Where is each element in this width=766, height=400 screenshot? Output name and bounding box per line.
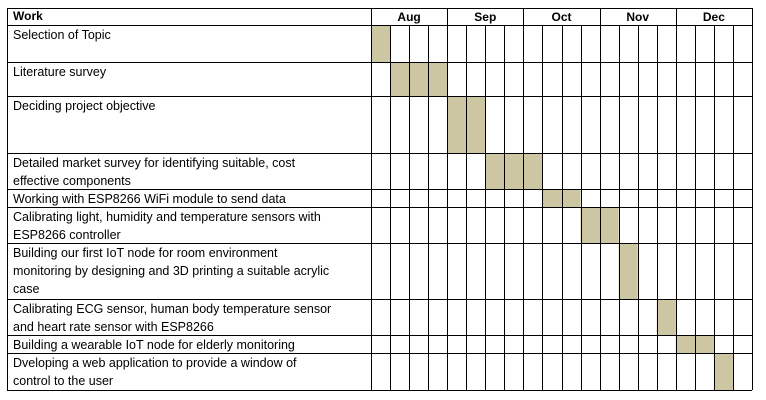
task-bar-9 <box>675 335 714 353</box>
task-bar-7 <box>618 243 638 299</box>
task-bar-1 <box>371 25 391 62</box>
task-label-10-line-2: control to the user <box>13 374 113 388</box>
task-bar-6 <box>580 207 619 243</box>
task-label-4-line-1: Detailed market survey for identifying s… <box>13 156 296 170</box>
task-label-7-line-3: case <box>13 282 39 296</box>
grid-layer <box>7 8 753 391</box>
month-header-dec: Dec <box>703 10 725 24</box>
task-label-8-line-1: Calibrating ECG sensor, human body tempe… <box>13 302 331 316</box>
month-header-aug: Aug <box>397 10 420 24</box>
task-label-5-line-1: Working with ESP8266 WiFi module to send… <box>13 192 286 206</box>
bars-layer <box>371 25 733 390</box>
task-bar-10 <box>713 353 733 390</box>
labels-layer: Work Selection of Topic Literature survey… <box>13 9 725 388</box>
task-label-7-line-2: monitoring by designing and 3D printing … <box>13 264 329 278</box>
task-bar-5 <box>542 189 581 207</box>
task-label-3-line-1: Deciding project objective <box>13 99 155 113</box>
task-bar-8 <box>656 299 676 335</box>
task-label-8-line-2: and heart rate sensor with ESP8266 <box>13 320 214 334</box>
task-label-10-line-1: Dveloping a web application to provide a… <box>13 356 297 370</box>
task-bar-4 <box>485 153 543 189</box>
task-label-4-line-2: effective components <box>13 174 131 188</box>
month-header-nov: Nov <box>626 10 649 24</box>
task-label-6-line-2: ESP8266 controller <box>13 228 121 242</box>
task-bar-2 <box>390 62 448 96</box>
task-label-2-line-1: Literature survey <box>13 65 107 79</box>
task-label-6-line-1: Calibrating light, humidity and temperat… <box>13 210 321 224</box>
month-header-oct: Oct <box>551 10 571 24</box>
task-label-9-line-1: Building a wearable IoT node for elderly… <box>13 338 295 352</box>
work-header: Work <box>13 9 43 23</box>
task-label-7-line-1: Building our first IoT node for room env… <box>13 246 278 260</box>
month-header-sep: Sep <box>474 10 496 24</box>
task-label-1-line-1: Selection of Topic <box>13 28 111 42</box>
